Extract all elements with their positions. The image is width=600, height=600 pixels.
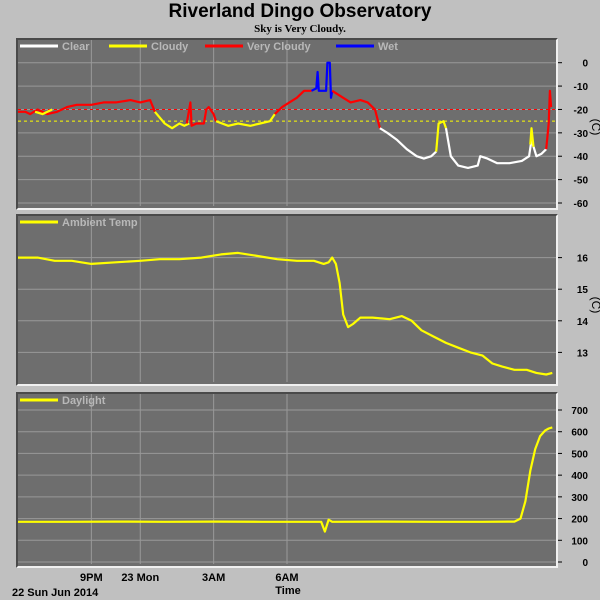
y-tick-label: -60 <box>574 199 589 210</box>
series-line-cloudy <box>529 127 535 148</box>
series-line-very-cloudy <box>18 99 156 116</box>
x-tick-label: 3AM <box>202 572 225 584</box>
series-line-clear <box>379 127 437 160</box>
legend-label: Ambient Temp <box>62 217 138 229</box>
y-tick-label: -50 <box>574 176 589 187</box>
series-line-cloudy <box>34 108 53 116</box>
y-tick-label: 13 <box>577 348 589 359</box>
x-axis-start-label: 22 Sun Jun 2014 <box>12 587 99 599</box>
y-tick-label: 300 <box>571 493 588 504</box>
series-line-very-cloudy <box>331 89 381 129</box>
y-tick-label: 0 <box>582 59 588 70</box>
x-axis-title: Time <box>275 585 300 597</box>
series-line-ambient-temp <box>18 251 553 376</box>
y-tick-label: 400 <box>571 471 588 482</box>
x-tick-label: 23 Mon <box>121 572 159 584</box>
y-tick-label: -40 <box>574 152 589 163</box>
legend-label: Wet <box>378 41 398 53</box>
y-tick-label: 700 <box>571 406 588 417</box>
series-line-cloudy <box>154 111 190 130</box>
series-line-wet <box>311 61 334 99</box>
y-tick-label: 14 <box>577 317 589 328</box>
y-tick-label: -10 <box>574 82 589 93</box>
y-tick-label: -30 <box>574 129 589 140</box>
series-line-very-cloudy <box>274 89 312 115</box>
legend-label: Very Cloudy <box>247 41 311 53</box>
y-tick-label: 500 <box>571 449 588 460</box>
y-tick-label: 15 <box>577 285 589 296</box>
series-line-clear <box>444 128 547 169</box>
x-tick-label: 6AM <box>275 572 298 584</box>
series-line-daylight <box>18 426 553 533</box>
legend-label: Clear <box>62 41 90 53</box>
x-tick-label: 9PM <box>80 572 103 584</box>
y-tick-label: 0 <box>582 558 588 569</box>
y-tick-label: 100 <box>571 536 588 547</box>
series-line-cloudy <box>215 113 276 127</box>
series-line-very-cloudy <box>185 101 218 127</box>
sky-status-subtitle: Sky is Very Cloudy. <box>254 23 346 35</box>
page-title: Riverland Dingo Observatory <box>168 1 432 22</box>
y-tick-label: 200 <box>571 515 588 526</box>
y-unit-label: (C) <box>589 297 600 314</box>
legend-label: Daylight <box>62 395 106 407</box>
y-tick-label: 600 <box>571 428 588 439</box>
series-line-very-cloudy <box>545 89 553 150</box>
y-tick-label: 16 <box>577 254 589 265</box>
series-line-cloudy <box>435 120 448 152</box>
y-tick-label: -20 <box>574 105 589 116</box>
legend-label: Cloudy <box>151 41 189 53</box>
y-unit-label: (C) <box>589 119 600 136</box>
